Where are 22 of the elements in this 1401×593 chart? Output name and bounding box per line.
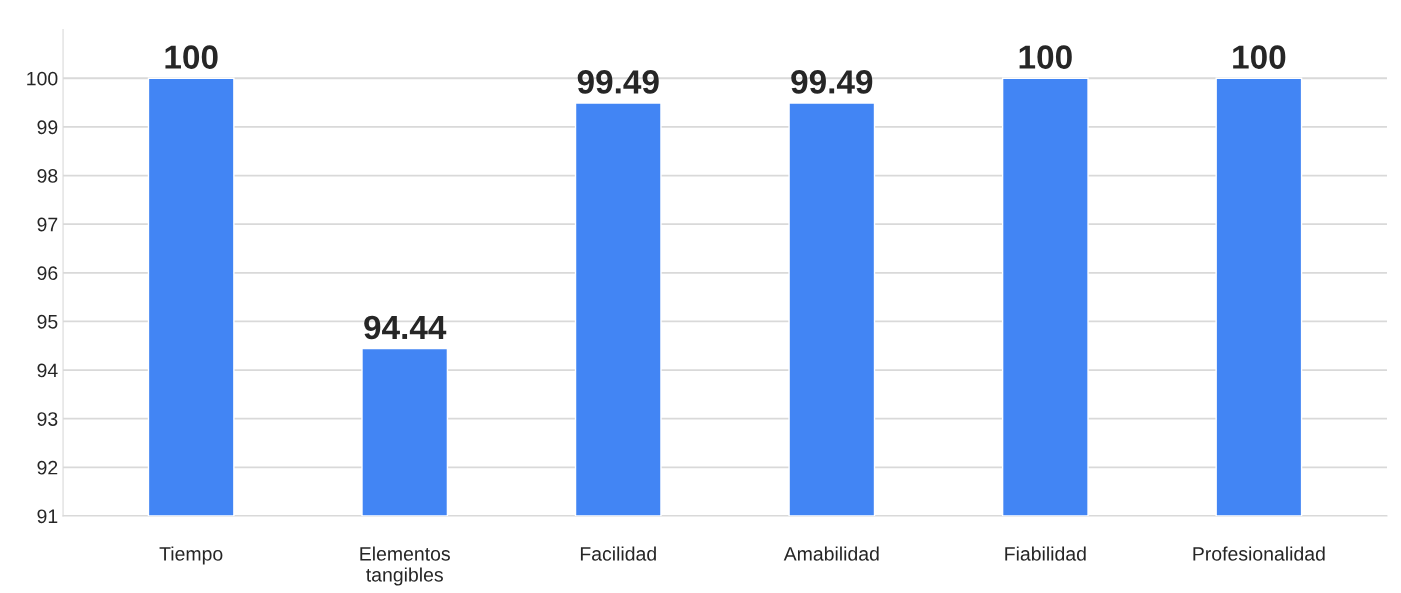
data-label: 100	[1019, 45, 1072, 69]
y-tick-label: 99	[37, 120, 58, 135]
y-tick-label: 93	[37, 412, 58, 426]
x-tick-label: Profesionalidad	[1193, 546, 1325, 561]
data-label: 94.44	[364, 315, 447, 340]
x-tick-label: Tiempo	[159, 546, 223, 565]
x-tick-label: Elementos tangibles	[360, 546, 450, 586]
y-tick-label: 91	[37, 509, 58, 524]
y-tick-label: 96	[37, 266, 58, 281]
y-tick-label: 92	[37, 460, 58, 475]
y-tick-label: 97	[37, 217, 58, 232]
data-label: 100	[1233, 45, 1286, 69]
y-tick-label: 100	[27, 71, 58, 86]
x-tick-label: Fiabilidad	[1005, 546, 1086, 561]
data-label: 100	[165, 45, 218, 69]
y-tick-label: 98	[37, 169, 58, 183]
y-tick-label: 94	[37, 363, 58, 378]
data-label: 99.49	[791, 70, 873, 94]
y-tick-label: 95	[37, 314, 58, 329]
data-label: 99.49	[577, 70, 659, 94]
x-tick-label: Amabilidad	[783, 546, 879, 561]
x-tick-label: Facilidad	[580, 546, 656, 561]
